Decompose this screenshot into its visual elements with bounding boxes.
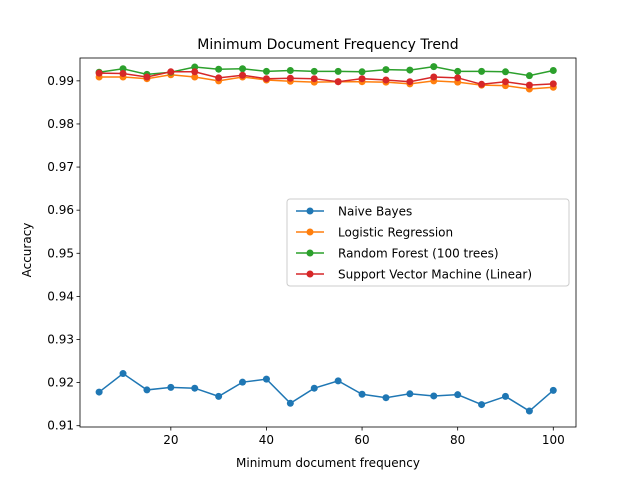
data-point bbox=[286, 67, 294, 74]
data-point bbox=[525, 407, 533, 415]
data-point bbox=[430, 63, 438, 71]
data-point bbox=[119, 370, 127, 378]
data-point bbox=[478, 401, 486, 409]
data-point bbox=[215, 392, 223, 400]
data-point bbox=[430, 73, 438, 81]
data-point bbox=[501, 78, 509, 86]
data-point bbox=[382, 76, 390, 84]
data-point bbox=[549, 386, 557, 394]
y-tick-label: 0.92 bbox=[47, 376, 74, 390]
y-tick-label: 0.98 bbox=[47, 117, 74, 131]
x-tick-label: 80 bbox=[450, 433, 465, 447]
data-point bbox=[310, 75, 318, 83]
series-line bbox=[99, 71, 554, 86]
series-3 bbox=[95, 68, 557, 89]
data-point bbox=[239, 71, 247, 79]
x-tick-label: 100 bbox=[542, 433, 565, 447]
legend-entry: Logistic Regression bbox=[296, 226, 453, 240]
data-point bbox=[334, 78, 342, 86]
data-point bbox=[143, 73, 151, 81]
x-tick-label: 60 bbox=[354, 433, 369, 447]
data-point bbox=[358, 75, 366, 83]
x-tick-label: 20 bbox=[163, 433, 178, 447]
data-point bbox=[382, 66, 390, 74]
data-point bbox=[334, 67, 342, 75]
data-point bbox=[406, 390, 414, 398]
legend-marker bbox=[306, 228, 314, 236]
data-point bbox=[215, 74, 223, 82]
data-point bbox=[358, 390, 366, 398]
legend-box bbox=[286, 198, 570, 287]
plot-area bbox=[95, 63, 557, 415]
data-point bbox=[478, 80, 486, 88]
data-point bbox=[239, 378, 247, 386]
legend-entry: Support Vector Machine (Linear) bbox=[296, 268, 532, 282]
data-point bbox=[549, 67, 557, 74]
data-point bbox=[430, 392, 438, 400]
legend-marker bbox=[306, 270, 314, 278]
data-point bbox=[191, 384, 199, 392]
data-point bbox=[215, 65, 223, 73]
y-tick-label: 0.95 bbox=[47, 246, 74, 260]
y-tick-label: 0.96 bbox=[47, 203, 74, 217]
legend-entry: Random Forest (100 trees) bbox=[296, 247, 499, 261]
series-line bbox=[99, 74, 554, 90]
data-point bbox=[191, 68, 199, 76]
data-point bbox=[454, 391, 462, 399]
data-point bbox=[286, 74, 294, 82]
data-point bbox=[501, 392, 509, 400]
data-point bbox=[262, 67, 270, 75]
data-point bbox=[262, 75, 270, 83]
data-point bbox=[95, 69, 103, 77]
chart-title: Minimum Document Frequency Trend bbox=[197, 37, 458, 53]
legend: Naive Bayes Logistic Regression Random For… bbox=[286, 198, 570, 287]
data-point bbox=[406, 78, 414, 86]
data-point bbox=[310, 67, 318, 75]
y-axis-label: Accuracy bbox=[20, 223, 34, 278]
data-point bbox=[95, 388, 103, 396]
y-tick-label: 0.99 bbox=[47, 74, 74, 88]
data-point bbox=[549, 80, 557, 88]
data-point bbox=[406, 66, 414, 74]
legend-entry: Naive Bayes bbox=[296, 205, 412, 219]
data-point bbox=[525, 81, 533, 89]
y-tick-label: 0.91 bbox=[47, 419, 74, 433]
data-point bbox=[262, 375, 270, 383]
data-point bbox=[478, 67, 486, 75]
data-point bbox=[167, 383, 175, 391]
data-point bbox=[286, 399, 294, 407]
legend-label: Logistic Regression bbox=[338, 226, 453, 240]
data-point bbox=[525, 72, 533, 80]
x-axis-label: Minimum document frequency bbox=[236, 456, 420, 470]
data-point bbox=[143, 386, 151, 394]
legend-label: Random Forest (100 trees) bbox=[338, 247, 499, 261]
data-point bbox=[358, 68, 366, 76]
legend-label: Naive Bayes bbox=[338, 205, 412, 219]
data-point bbox=[501, 68, 509, 76]
axes-frame bbox=[79, 57, 577, 428]
data-point bbox=[239, 65, 247, 73]
axes: 20 40 60 80 100 0.91 0.92 0.93 0.94 0.95 0.96 0.97 0… bbox=[47, 57, 577, 447]
series-line bbox=[98, 372, 554, 412]
x-tick-label: 40 bbox=[259, 433, 274, 447]
series-0 bbox=[95, 370, 557, 415]
data-point bbox=[167, 68, 175, 76]
y-tick-label: 0.97 bbox=[47, 160, 74, 174]
y-tick-label: 0.94 bbox=[47, 289, 74, 303]
legend-marker bbox=[306, 207, 314, 215]
data-point bbox=[382, 394, 390, 402]
legend-marker bbox=[306, 249, 314, 257]
data-point bbox=[119, 70, 127, 78]
legend-label: Support Vector Machine (Linear) bbox=[338, 268, 532, 282]
data-point bbox=[454, 67, 462, 75]
data-point bbox=[191, 73, 199, 81]
data-point bbox=[310, 384, 318, 392]
data-point bbox=[454, 74, 462, 82]
data-point bbox=[334, 377, 342, 385]
y-tick-label: 0.93 bbox=[47, 332, 74, 346]
